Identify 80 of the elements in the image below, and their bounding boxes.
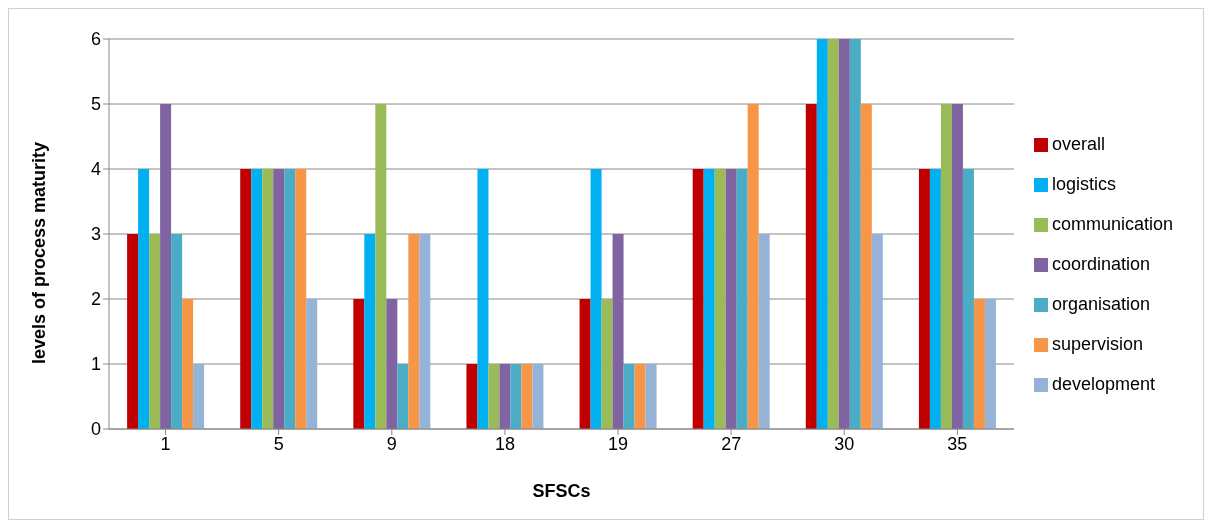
bar: [375, 104, 387, 429]
bar: [805, 104, 817, 429]
bar: [929, 169, 941, 429]
legend-label: coordination: [1051, 254, 1151, 274]
bar: [645, 364, 657, 429]
bar: [295, 169, 307, 429]
bar: [758, 234, 770, 429]
bar: [860, 104, 872, 429]
bar: [962, 169, 974, 429]
x-tick-label: 19: [608, 433, 629, 454]
bar: [386, 299, 398, 429]
legend-label: overall: [1051, 134, 1105, 154]
bar: [273, 169, 285, 429]
bar: [623, 364, 635, 429]
bar: [306, 299, 318, 429]
bar: [477, 169, 489, 429]
bar: [127, 234, 139, 429]
bar: [612, 234, 624, 429]
x-tick-label: 9: [386, 433, 397, 454]
bar: [364, 234, 376, 429]
bar: [940, 104, 952, 429]
y-tick-label: 5: [90, 94, 101, 115]
bar: [725, 169, 737, 429]
bar: [579, 299, 591, 429]
bar: [827, 39, 839, 429]
bar: [973, 299, 985, 429]
bar: [499, 364, 511, 429]
bar: [692, 169, 704, 429]
legend-label: supervision: [1051, 334, 1143, 354]
bar: [703, 169, 715, 429]
y-tick-label: 2: [90, 289, 101, 310]
x-tick-label: 18: [494, 433, 515, 454]
bar: [353, 299, 365, 429]
bar: [284, 169, 296, 429]
y-axis-title: levels of process maturity: [29, 141, 50, 364]
bar: [816, 39, 828, 429]
y-tick-label: 1: [90, 354, 101, 375]
legend-label: development: [1051, 374, 1156, 394]
bar: [532, 364, 544, 429]
x-tick-label: 1: [160, 433, 171, 454]
bar: [466, 364, 478, 429]
bar: [951, 104, 963, 429]
bar: [182, 299, 194, 429]
bar: [262, 169, 274, 429]
bar: [601, 299, 613, 429]
y-tick-label: 4: [90, 159, 101, 180]
x-tick-label: 35: [947, 433, 968, 454]
bar: [736, 169, 748, 429]
bar: [397, 364, 409, 429]
bar: [634, 364, 646, 429]
x-axis-title: SFSCs: [532, 481, 591, 501]
bar: [918, 169, 930, 429]
bar: [510, 364, 522, 429]
bar: [747, 104, 759, 429]
bar: [193, 364, 205, 429]
bar: [488, 364, 500, 429]
y-tick-label: 0: [90, 419, 101, 440]
bar: [251, 169, 263, 429]
bar: [714, 169, 726, 429]
bar: [590, 169, 602, 429]
bar: [838, 39, 850, 429]
bar: [240, 169, 252, 429]
bar: [849, 39, 861, 429]
x-tick-label: 27: [721, 433, 742, 454]
bar: [408, 234, 420, 429]
legend-label: logistics: [1051, 174, 1116, 194]
y-tick-label: 3: [90, 224, 101, 245]
bar: [160, 104, 172, 429]
legend-label: communication: [1051, 214, 1173, 234]
bar: [871, 234, 883, 429]
bar: [149, 234, 161, 429]
bar: [171, 234, 183, 429]
x-tick-label: 30: [834, 433, 855, 454]
bar: [138, 169, 150, 429]
bar: [521, 364, 533, 429]
bar: [419, 234, 431, 429]
y-tick-label: 6: [90, 29, 101, 50]
bar: [984, 299, 996, 429]
legend-label: organisation: [1051, 294, 1151, 314]
x-tick-label: 5: [273, 433, 284, 454]
